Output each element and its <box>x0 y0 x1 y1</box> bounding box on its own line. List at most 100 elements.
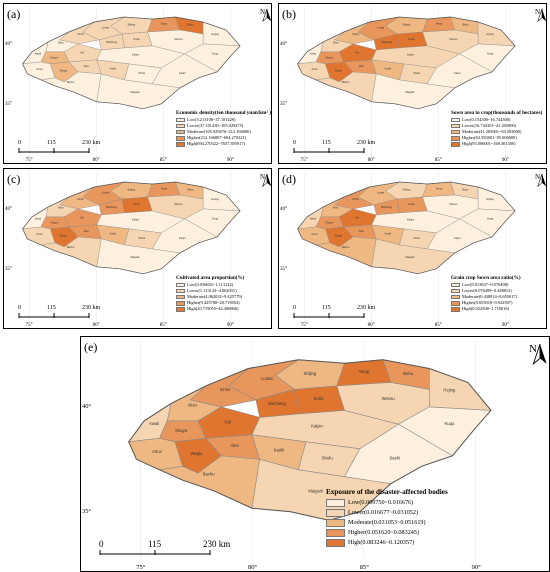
place-label: Aksu <box>333 206 339 210</box>
place-label: Wensu <box>382 396 396 401</box>
legend-label: Moderate(105.929476~212.166806) <box>187 129 251 135</box>
place-label: Bohu <box>187 188 194 192</box>
legend-swatch <box>451 307 460 312</box>
legend-item: Low(3.213108~37.101429) <box>176 117 271 123</box>
legend-label: Low(0.154300~16.744300) <box>462 117 511 122</box>
longitude-tick: 75° <box>25 323 33 328</box>
place-label: Shijing <box>304 371 317 376</box>
legend-label: Moderate(0.438814~0.655017) <box>462 294 518 300</box>
place-label: Maigaiti <box>308 489 322 494</box>
legend-swatch <box>176 130 185 135</box>
basin-outline <box>22 181 241 275</box>
legend-swatch <box>176 288 185 294</box>
legend-swatch <box>451 142 460 147</box>
place-label: Hejing <box>486 32 494 36</box>
legend-title: Sown area to crop(thousands of hectares) <box>451 110 543 116</box>
legend-swatch <box>326 529 345 537</box>
place-label: Bohu <box>187 23 194 27</box>
scale-label: 0 <box>18 305 21 311</box>
place-label: Maigaiti <box>130 255 139 259</box>
place-label: Yuli <box>355 216 360 220</box>
place-label: Awati <box>310 216 317 220</box>
legend-item: Low(0.036652~1.113122) <box>176 282 244 288</box>
place-label: Wensu <box>449 37 458 41</box>
place-label: Awati <box>35 51 42 55</box>
place-label: Awati <box>310 51 317 55</box>
legend-swatch <box>176 282 185 288</box>
legend-label: Higher(9.425780~20.719054) <box>187 300 240 306</box>
legend-item: Lower(0.016677~0.031052) <box>326 508 448 518</box>
longitude-tick: 80° <box>92 158 100 163</box>
legend-label: Moderate(0.031053~0.051619) <box>348 519 426 526</box>
legend-swatch <box>326 519 345 527</box>
place-label: Bachu <box>203 471 216 476</box>
north-arrow-icon: N <box>535 8 546 22</box>
place-label: Akto <box>84 64 90 68</box>
legend-item: Low(0.009750~0.016676) <box>326 498 448 508</box>
map-panel-b: Shijing Yanqi Bohu Hejing Luntai Korla Baichen… <box>278 3 547 164</box>
place-label: Yuli <box>80 51 85 55</box>
longitude-tick: 85° <box>359 564 369 571</box>
longitude-tick: 90° <box>471 564 481 571</box>
place-label: Jiashi <box>454 236 461 240</box>
place-label: Yuli <box>355 51 360 55</box>
place-label: Baicheng <box>381 205 392 209</box>
place-label: Yuli <box>224 420 231 425</box>
region-map: Shijing Yanqi Bohu Hejing Luntai Korla Baichen… <box>297 171 516 322</box>
basin-outline <box>297 16 516 110</box>
scale-label: 230 km <box>82 140 101 146</box>
place-label: Baicheng <box>106 205 117 209</box>
place-label: Kuqa <box>212 216 219 220</box>
place-label: Luntai <box>102 190 109 194</box>
district-yuli <box>477 21 516 47</box>
panel-label: (e) <box>84 340 98 354</box>
place-label: Wensu <box>174 37 183 41</box>
place-label: Yanqi <box>436 186 443 190</box>
place-label: Kalpin <box>132 218 140 222</box>
legend-swatch <box>176 136 185 141</box>
basin-outline <box>128 359 492 521</box>
panel-label: (c) <box>7 172 21 186</box>
legend-label: Lower(16.744301~41.205000) <box>462 123 517 129</box>
map-panel-c: Shijing Yanqi Bohu Hejing Luntai Korla Baichen… <box>3 168 272 329</box>
place-label: Shaya <box>175 428 188 433</box>
scale-label: 230 km <box>357 305 376 311</box>
legend-item: Moderate(0.031053~0.051619) <box>326 518 448 528</box>
scale-label: 115 <box>148 539 162 549</box>
place-label: Kashi <box>274 447 285 452</box>
legend-label: Moderate(4.062032~9.425779) <box>187 294 243 300</box>
legend-label: Low(0.009750~0.016676) <box>348 499 414 506</box>
legend-swatch <box>451 117 460 123</box>
legend-item: Lower(37.101430~105.929475) <box>176 123 271 129</box>
longitude-tick: 75° <box>300 158 308 163</box>
latitude-tick: 40° <box>280 206 287 212</box>
legend-title: Exposure of the disaster-affected bodies <box>326 488 448 496</box>
place-label: Wensu <box>449 202 458 206</box>
legend-swatch <box>451 301 460 306</box>
place-label: Kalpin <box>132 53 140 57</box>
legend-label: Lower(1.113123~4.062031) <box>187 288 237 294</box>
legend-label: High(0.922508~1.718016) <box>462 306 510 312</box>
scale-label: 115 <box>322 305 331 311</box>
legend-item: High(0.083246~0.120357) <box>326 538 448 548</box>
place-label: Kuqa <box>487 51 494 55</box>
legend-item: Higher(63.583001~95.006000) <box>451 135 542 141</box>
north-label: N <box>259 173 265 181</box>
longitude-tick: 90° <box>226 323 234 328</box>
legend-label: Low(0.036652~1.113122) <box>187 282 234 287</box>
legend-title: Economic density(ten thousand yuan/km² ) <box>176 110 271 116</box>
place-label: Akto <box>84 229 90 233</box>
legend-label: High(0.083246~0.120357) <box>348 539 415 546</box>
north-label: N <box>534 173 540 181</box>
place-label: Bachu <box>342 80 350 84</box>
place-label: Kalpin <box>407 53 415 57</box>
map-panel-e: Shijing Yanqi Bohu Hejing Luntai Korla Baichen… <box>80 336 550 572</box>
basin-outline <box>22 16 241 110</box>
place-label: Artux <box>312 232 319 236</box>
place-label: Baicheng <box>268 401 286 406</box>
place-label: Wuqia <box>60 68 68 72</box>
place-label: Xinhe <box>352 32 359 36</box>
legend-swatch <box>326 499 345 507</box>
place-label: Maigaiti <box>405 255 414 259</box>
place-label: Jiashi <box>454 71 461 75</box>
